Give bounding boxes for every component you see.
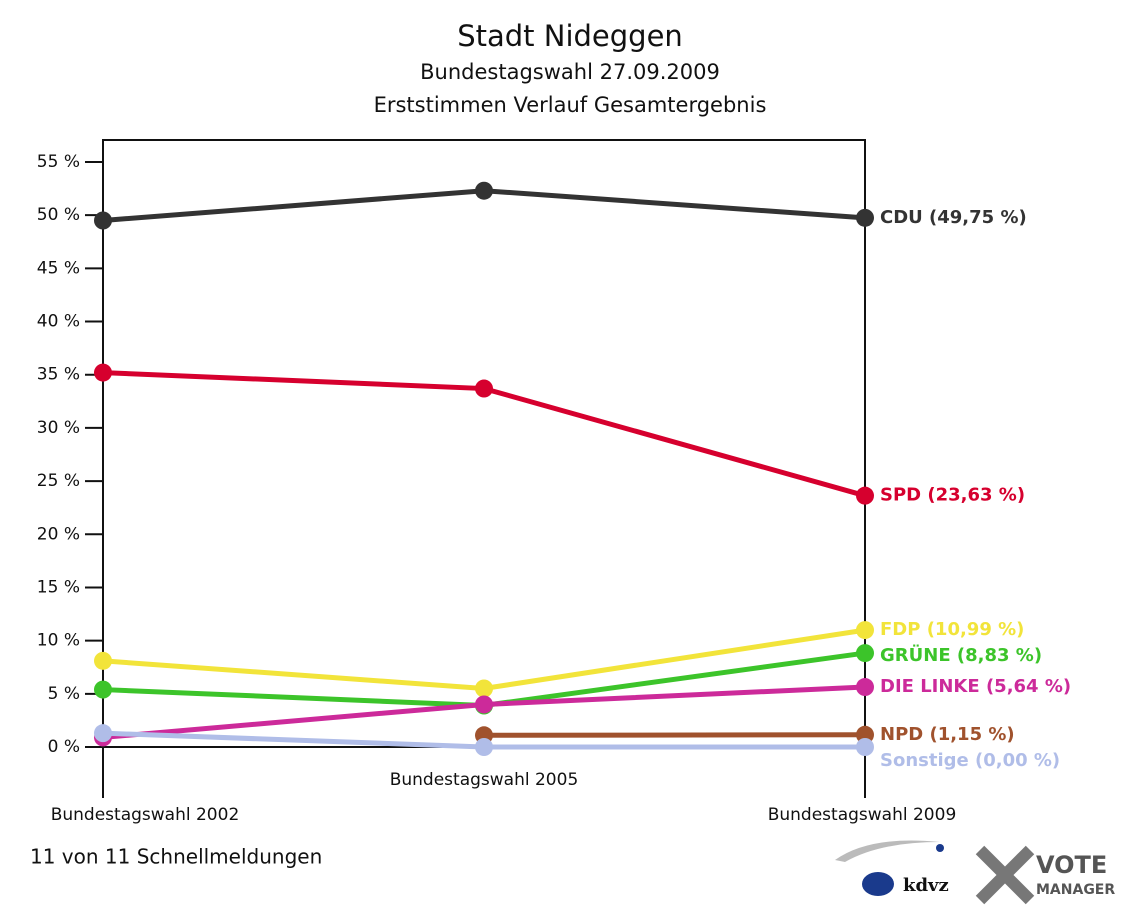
data-point	[475, 379, 493, 398]
chart-subtitle: Erststimmen Verlauf Gesamtergebnis	[374, 93, 767, 117]
logo-text: kdvz	[903, 875, 949, 896]
y-tick-label: 20 %	[37, 524, 80, 544]
logo-cross	[975, 845, 1035, 905]
data-point	[475, 738, 493, 756]
value-label: CDU (49,75 %)	[880, 207, 1027, 228]
y-tick-label: 10 %	[37, 631, 80, 651]
y-tick-label: 45 %	[37, 258, 80, 278]
data-point	[856, 486, 874, 505]
series-line	[483, 732, 866, 738]
value-label: FDP (10,99 %)	[880, 619, 1024, 640]
series	[94, 621, 874, 698]
y-tick-label: 55 %	[37, 152, 80, 172]
data-point	[94, 651, 112, 670]
data-point	[94, 724, 112, 743]
data-point	[94, 680, 112, 699]
value-label: GRÜNE (8,83 %)	[880, 644, 1042, 666]
y-tick-label: 5 %	[48, 684, 80, 704]
series	[94, 363, 874, 505]
data-point	[94, 363, 112, 382]
chart-title: Stadt Nideggen	[457, 19, 683, 53]
data-point	[94, 211, 112, 230]
data-point	[856, 208, 874, 227]
data-point	[856, 644, 874, 663]
y-tick-label: 15 %	[37, 577, 80, 597]
series	[94, 724, 874, 756]
series	[94, 181, 874, 230]
logo-swoosh	[835, 840, 940, 862]
x-tick-label: Bundestagswahl 2009	[768, 805, 957, 825]
logo: kdvz VOTE MANAGER	[835, 840, 1115, 905]
data-point	[475, 679, 493, 698]
chart-subtitle: Bundestagswahl 27.09.2009	[420, 60, 720, 84]
footer: 11 von 11 Schnellmeldungen	[30, 845, 322, 869]
y-tick-label: 25 %	[37, 471, 80, 491]
logo-dot	[936, 844, 944, 852]
y-tick-label: 0 %	[48, 737, 80, 757]
value-label: NPD (1,15 %)	[880, 724, 1015, 745]
data-point	[475, 695, 493, 714]
data-point	[856, 678, 874, 697]
data-point	[856, 621, 874, 640]
data-point	[856, 738, 874, 756]
y-tick-label: 50 %	[37, 205, 80, 225]
y-tick-label: 30 %	[37, 418, 80, 438]
data-point	[475, 181, 493, 200]
x-tick-label: Bundestagswahl 2005	[390, 770, 579, 790]
y-tick-label: 40 %	[37, 312, 80, 332]
value-label: SPD (23,63 %)	[880, 485, 1025, 506]
logo-text: VOTE	[1036, 851, 1107, 879]
value-label: DIE LINKE (5,64 %)	[880, 676, 1071, 697]
x-tick-label: Bundestagswahl 2002	[51, 805, 240, 825]
logo-text: MANAGER	[1036, 882, 1115, 898]
y-tick-label: 35 %	[37, 365, 80, 385]
logo-ball	[862, 872, 894, 896]
value-label: Sonstige (0,00 %)	[880, 750, 1060, 771]
